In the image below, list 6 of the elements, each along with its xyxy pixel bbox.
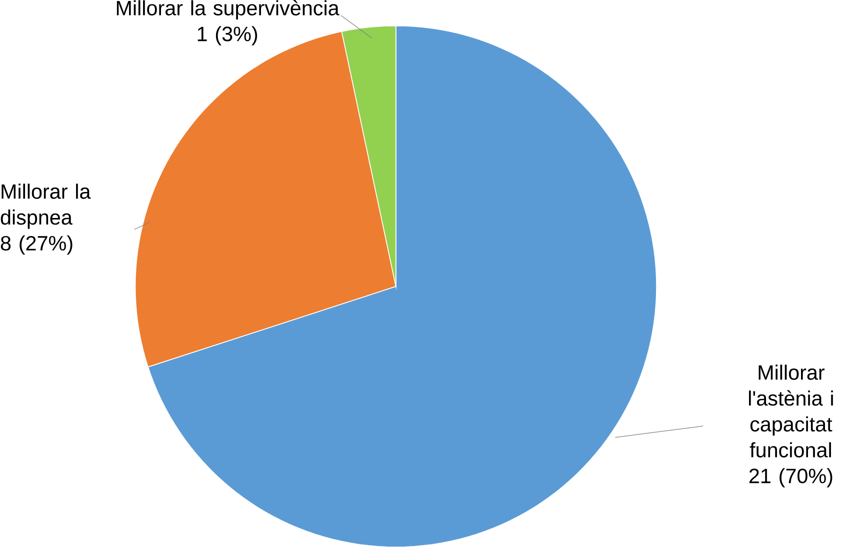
slice-label: Millorar l'astènia i capacitat funcional [748,364,833,458]
data-label: 1 (3%) [198,26,258,46]
slice-label: Millorar la supervivència [116,0,340,20]
data-label: 8 (27%) [0,235,72,254]
data-label: 21 (70%) [749,468,832,488]
slice-label: Millorar la dispnea [0,183,91,229]
